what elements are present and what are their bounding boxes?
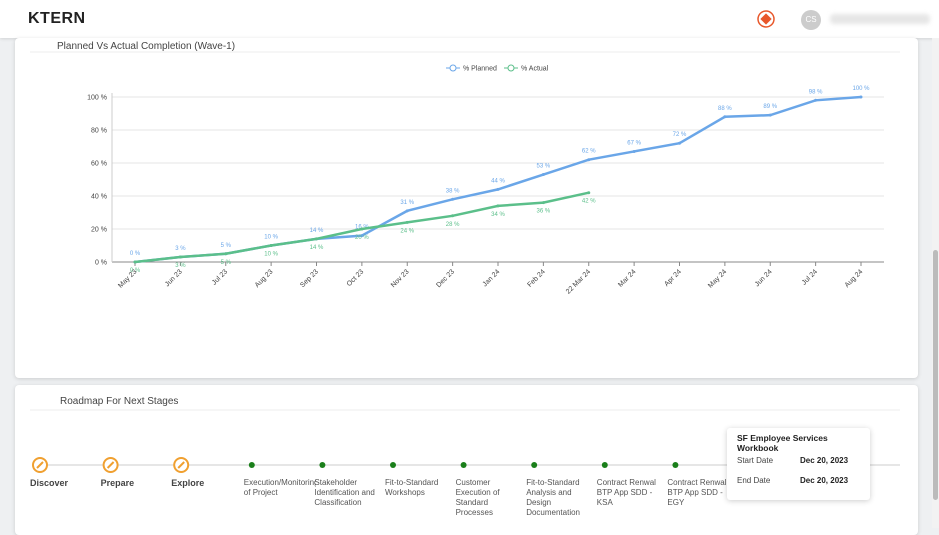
stage-label: Contract Renwal BTP App SDD - KSA [596,478,656,507]
tooltip-value: Dec 20, 2023 [800,476,849,485]
scrollbar-thumb[interactable] [933,250,938,500]
stage-label: Customer Execution of Standard Processes [455,478,500,517]
roadmap-title: Roadmap For Next Stages [60,396,179,407]
stage-label: Contract Renwal BTP App SDD - EGY [667,478,727,507]
chart-title: Planned Vs Actual Completion (Wave-1) [57,41,236,52]
chart-card [15,38,918,378]
logo[interactable]: KTERN [28,10,86,27]
stage-label: Stakeholder Identification and Classific… [314,478,375,507]
user-name [830,14,930,24]
stage-label: Discover [30,478,69,488]
header: KTERN CS [0,0,939,38]
stage-label: Fit-to-Standard Workshops [385,478,439,497]
tooltip-title: SF Employee Services Workbook [737,433,828,453]
stage-label: Prepare [100,478,135,488]
tooltip-label: End Date [737,476,771,485]
stage-label: Execution/Monitoring of Project [243,478,316,497]
app-icon[interactable] [757,10,775,28]
stage-label: Explore [171,478,205,488]
avatar[interactable]: CS [801,10,821,30]
tooltip-value: Dec 20, 2023 [800,456,849,465]
tooltip: SF Employee Services Workbook Start Date… [727,428,870,500]
stage-label: Fit-to-Standard Analysis and Design Docu… [526,478,580,517]
tooltip-label: Start Date [737,456,774,465]
